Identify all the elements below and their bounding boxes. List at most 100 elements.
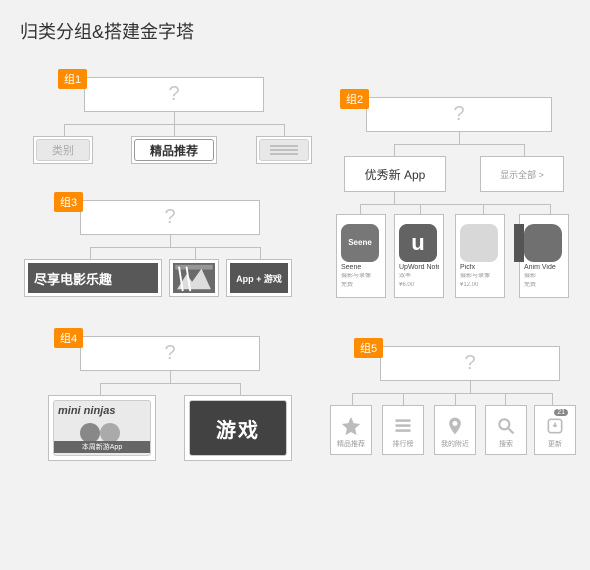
connector bbox=[170, 235, 171, 247]
tabbar-search[interactable]: 搜索 bbox=[485, 405, 527, 455]
connector bbox=[284, 124, 285, 136]
mini-ninjas-card: mini ninjas 本周新游App bbox=[53, 400, 151, 456]
app-game-banner: App + 游戏 bbox=[230, 263, 288, 293]
group2-root: ? bbox=[366, 97, 552, 132]
app-name: Anim Vide bbox=[524, 264, 564, 272]
group4-tag: 组4 bbox=[54, 328, 83, 348]
app-name: Picfx bbox=[460, 264, 500, 272]
tabbar-update[interactable]: 21 更新 bbox=[534, 405, 576, 455]
category-button[interactable]: 类别 bbox=[36, 139, 90, 161]
connector bbox=[195, 247, 196, 259]
group3-tag: 组3 bbox=[54, 192, 83, 212]
group4-root: ? bbox=[80, 336, 260, 371]
connector bbox=[360, 204, 361, 214]
game-card: 游戏 bbox=[189, 400, 287, 456]
connector bbox=[100, 383, 240, 384]
group4-card-1[interactable]: mini ninjas 本周新游App bbox=[48, 395, 156, 461]
connector bbox=[524, 144, 525, 156]
connector bbox=[455, 393, 456, 405]
tab-label: 更新 bbox=[548, 439, 562, 449]
tabbar-nearby[interactable]: 我的附近 bbox=[434, 405, 476, 455]
connector bbox=[90, 247, 260, 248]
app-name: UpWord Notes • Jo... bbox=[399, 264, 439, 272]
seene-icon: Seene bbox=[341, 224, 379, 262]
connector bbox=[100, 383, 101, 395]
connector bbox=[459, 132, 460, 144]
connector bbox=[550, 204, 551, 214]
group3-banner-1[interactable]: 尽享电影乐趣 bbox=[24, 259, 162, 297]
group1-child-3 bbox=[256, 136, 312, 164]
connector bbox=[394, 144, 524, 145]
stripe-banner bbox=[173, 263, 215, 293]
tab-label: 搜索 bbox=[499, 439, 513, 449]
group4-root-text: ? bbox=[164, 342, 175, 365]
picfx-icon bbox=[460, 224, 498, 262]
update-icon bbox=[544, 415, 566, 437]
connector bbox=[394, 144, 395, 156]
app-category: 摄影 bbox=[524, 273, 564, 280]
connector bbox=[174, 124, 175, 136]
connector bbox=[64, 124, 65, 136]
anime-icon bbox=[524, 224, 562, 262]
app-card-4[interactable]: Anim Vide 摄影 免费 bbox=[519, 214, 569, 298]
group5-tag: 组5 bbox=[354, 338, 383, 358]
app-price: 免费 bbox=[341, 282, 381, 289]
app-card-2[interactable]: u UpWord Notes • Jo... 效率 ¥6.00 bbox=[394, 214, 444, 298]
connector bbox=[483, 204, 484, 214]
connector bbox=[470, 381, 471, 393]
search-icon bbox=[495, 415, 517, 437]
page-title: 归类分组&搭建金字塔 bbox=[20, 18, 194, 44]
connector bbox=[420, 204, 421, 214]
group2-tag: 组2 bbox=[340, 89, 369, 109]
upword-icon: u bbox=[399, 224, 437, 262]
connector bbox=[170, 371, 171, 383]
featured-button[interactable]: 精品推荐 bbox=[134, 139, 214, 161]
tabbar-rank[interactable]: 排行榜 bbox=[382, 405, 424, 455]
group1-child-2: 精品推荐 bbox=[131, 136, 217, 164]
group4-card-2[interactable]: 游戏 bbox=[184, 395, 292, 461]
group2-child-2: 显示全部 > bbox=[480, 156, 564, 192]
app-price: 免费 bbox=[524, 282, 564, 289]
connector bbox=[552, 393, 553, 405]
group2-root-text: ? bbox=[453, 103, 464, 126]
app-name: Seene bbox=[341, 264, 381, 272]
connector bbox=[352, 393, 552, 394]
connector bbox=[90, 247, 91, 259]
group5-root: ? bbox=[380, 346, 560, 381]
app-category: 摄影与录像 bbox=[460, 273, 500, 280]
app-category: 效率 bbox=[399, 273, 439, 280]
update-badge: 21 bbox=[554, 409, 568, 416]
app-price: ¥6.00 bbox=[399, 282, 439, 289]
connector bbox=[360, 204, 550, 205]
tab-label: 排行榜 bbox=[393, 439, 414, 449]
connector bbox=[505, 393, 506, 405]
group3-root-text: ? bbox=[164, 206, 175, 229]
list-icon[interactable] bbox=[259, 139, 309, 161]
tabbar-featured[interactable]: 精品推荐 bbox=[330, 405, 372, 455]
movie-banner: 尽享电影乐趣 bbox=[28, 263, 158, 293]
group3-banner-3[interactable]: App + 游戏 bbox=[226, 259, 292, 297]
list-icon bbox=[392, 415, 414, 437]
group3-banner-2[interactable] bbox=[169, 259, 219, 297]
app-card-3[interactable]: Picfx 摄影与录像 ¥12.00 bbox=[455, 214, 505, 298]
connector bbox=[352, 393, 353, 405]
app-category: 摄影与录像 bbox=[341, 273, 381, 280]
group1-child-1: 类别 bbox=[33, 136, 93, 164]
connector bbox=[394, 192, 395, 204]
connector bbox=[260, 247, 261, 259]
group5-root-text: ? bbox=[464, 352, 475, 375]
connector bbox=[174, 112, 175, 124]
group3-root: ? bbox=[80, 200, 260, 235]
app-price: ¥12.00 bbox=[460, 282, 500, 289]
tab-label: 精品推荐 bbox=[337, 439, 365, 449]
group1-tag: 组1 bbox=[58, 69, 87, 89]
pin-icon bbox=[444, 415, 466, 437]
app-card-1[interactable]: Seene Seene 摄影与录像 免费 bbox=[336, 214, 386, 298]
group1-root: ? bbox=[84, 77, 264, 112]
star-icon bbox=[340, 415, 362, 437]
group2-child-1: 优秀新 App bbox=[344, 156, 446, 192]
connector bbox=[240, 383, 241, 395]
show-all-button[interactable]: 显示全部 > bbox=[500, 168, 544, 181]
tab-label: 我的附近 bbox=[441, 439, 469, 449]
connector bbox=[403, 393, 404, 405]
